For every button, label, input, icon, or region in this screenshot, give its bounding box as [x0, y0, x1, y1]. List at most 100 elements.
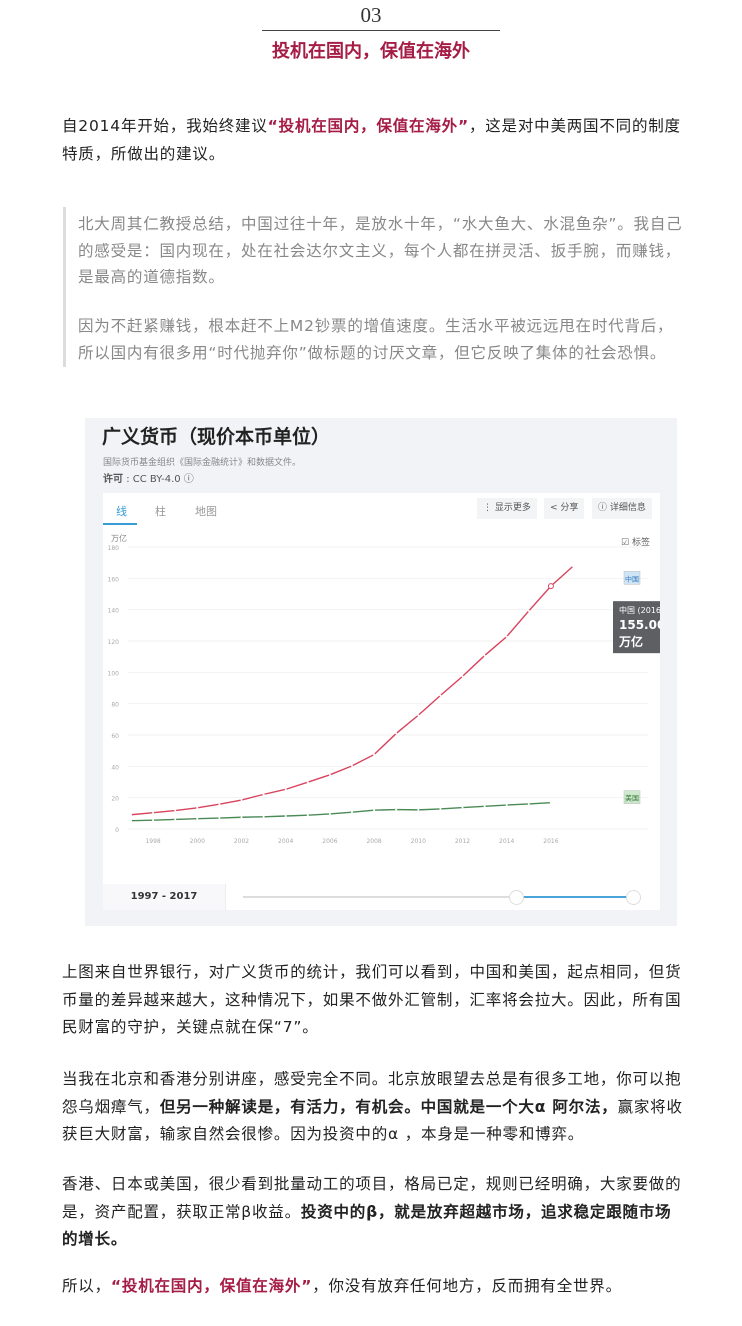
data-point — [439, 807, 442, 810]
series-line-0 — [130, 565, 574, 816]
y-tick-label: 180 — [108, 545, 120, 552]
data-point — [306, 814, 309, 817]
section-divider — [262, 30, 500, 31]
data-point — [240, 799, 243, 802]
data-point — [262, 793, 265, 796]
x-tick-label: 2014 — [499, 838, 514, 845]
data-point — [328, 773, 331, 776]
y-tick-label: 80 — [111, 702, 119, 709]
x-tick-label: 2004 — [278, 838, 293, 845]
data-point — [196, 806, 199, 809]
x-tick-label: 2006 — [322, 838, 337, 845]
x-tick-label: 2012 — [455, 838, 470, 845]
tab-line[interactable]: 线 — [116, 505, 127, 518]
x-tick-label: 2008 — [366, 838, 381, 845]
show-more-button[interactable]: ⋮ 显示更多 — [477, 498, 537, 519]
data-point — [527, 609, 530, 612]
data-point — [461, 806, 464, 809]
x-tick-label: 2016 — [543, 838, 558, 845]
y-tick-label: 120 — [108, 639, 120, 646]
series-label: 中国 — [625, 574, 639, 583]
data-point — [549, 801, 552, 804]
data-point — [152, 811, 155, 814]
data-point — [395, 732, 398, 735]
bold-text: 但另一种解读是，有活力，有机会。中国就是一个大α 阿尔法， — [159, 1097, 618, 1116]
data-point — [240, 816, 243, 819]
section-title: 投机在国内，保值在海外 — [272, 41, 470, 62]
slider-track[interactable] — [243, 890, 641, 905]
paragraph-intro: 自2014年开始，我始终建议“投机在国内，保值在海外”，这是对中美两国不同的制度… — [62, 113, 684, 168]
series-label-box — [623, 790, 641, 804]
tab-map[interactable]: 地图 — [195, 505, 217, 518]
tooltip-box — [613, 601, 660, 654]
data-point — [373, 753, 376, 756]
tooltip-unit: 万亿 — [618, 634, 643, 649]
y-tick-label: 60 — [111, 733, 119, 740]
slider-handle-start[interactable] — [509, 890, 524, 905]
year-range-label: 1997 - 2017 — [103, 884, 226, 910]
broad-money-chart-image: 广义货币（现价本币单位） 国际货币基金组织《国际金融统计》和数据文件。 许可 :… — [85, 418, 677, 926]
data-point — [417, 714, 420, 717]
series-label-box — [623, 571, 641, 585]
tooltip-value: 155.007 — [619, 618, 660, 632]
data-point — [483, 805, 486, 808]
y-tick-label: 100 — [108, 670, 120, 677]
text: 香港、日本或美国，很少看到批量动工的项目，格局已定，规则已经明确，大家要做的是，… — [62, 1175, 682, 1221]
year-range-slider[interactable]: 1997 - 2017 — [103, 884, 660, 910]
license-value: : CC BY-4.0 ⓘ — [126, 474, 194, 485]
text: 所以， — [62, 1277, 111, 1295]
text: ，这是对中美两国不同的制度特质，所做出的建议。 — [62, 117, 681, 163]
data-point — [417, 808, 420, 811]
details-button[interactable]: ⓘ 详细信息 — [592, 498, 652, 519]
data-point — [152, 819, 155, 822]
chart-source: 国际货币基金组织《国际金融统计》和数据文件。 — [103, 458, 302, 468]
data-point — [527, 802, 530, 805]
x-tick-label: 1998 — [145, 838, 160, 845]
data-point — [483, 654, 486, 657]
share-button[interactable]: < 分享 — [544, 498, 585, 519]
data-point — [351, 811, 353, 814]
y-tick-label: 160 — [108, 576, 120, 583]
text: 当我在北京和香港分别讲座，感受完全不同。北京放眼望去总是有很多工地，你可以抱怨乌… — [62, 1070, 682, 1116]
y-tick-label: 20 — [111, 796, 119, 803]
active-tab-indicator — [103, 523, 137, 525]
data-point — [284, 814, 287, 817]
data-point — [174, 809, 177, 812]
label-checkbox[interactable]: ☑ 标签 — [621, 538, 650, 548]
bold-text: 投资中的β，就是放弃超越市场，追求稳定跟随市场的增长。 — [62, 1202, 672, 1249]
data-point — [174, 818, 177, 821]
text: 自2014年开始，我始终建议 — [62, 117, 268, 135]
section-number: 03 — [360, 3, 382, 27]
tab-bar[interactable]: 柱 — [155, 505, 166, 518]
data-point — [373, 809, 376, 812]
tooltip-title: 中国 (2016) — [619, 605, 660, 615]
y-tick-label: 0 — [115, 827, 119, 834]
y-tick-label: 140 — [108, 608, 120, 615]
data-point — [218, 817, 221, 820]
data-point — [130, 813, 132, 816]
text: 赢家将收获巨大财富，输家自然会很惨。因为投资中的α ，本身是一种零和博弈。 — [62, 1097, 683, 1144]
paragraph-4: 香港、日本或美国，很少看到批量动工的项目，格局已定，规则已经明确，大家要做的是，… — [62, 1171, 684, 1254]
series-label: 美国 — [625, 794, 639, 803]
data-point — [572, 565, 574, 568]
paragraph-5: 所以，“投机在国内，保值在海外”，你没有放弃任何地方，反而拥有全世界。 — [62, 1273, 684, 1301]
blockquote: 北大周其仁教授总结，中国过往十年，是放水十年，“水大鱼大、水混鱼杂”。我自己的感… — [63, 207, 686, 367]
slider-handle-end[interactable] — [626, 890, 641, 905]
chart-license: 许可 : CC BY-4.0 ⓘ — [103, 470, 194, 485]
quote-paragraph: 北大周其仁教授总结，中国过往十年，是放水十年，“水大鱼大、水混鱼杂”。我自己的感… — [78, 215, 683, 286]
data-point — [351, 764, 353, 767]
highlighted-point — [547, 583, 554, 590]
data-point — [262, 815, 265, 818]
label-checkbox-text: 标签 — [631, 538, 650, 548]
paragraph-3: 当我在北京和香港分别讲座，感受完全不同。北京放眼望去总是有很多工地，你可以抱怨乌… — [62, 1066, 684, 1149]
data-point — [196, 817, 199, 820]
data-point — [505, 804, 508, 807]
chart-title: 广义货币（现价本币单位） — [102, 426, 331, 448]
data-point — [505, 635, 508, 638]
data-point — [328, 812, 331, 815]
slider-fill — [516, 896, 633, 898]
y-axis-unit: 万亿 — [111, 534, 127, 543]
text: ，你没有放弃任何地方，反而拥有全世界。 — [312, 1277, 622, 1295]
y-tick-label: 40 — [111, 764, 119, 771]
